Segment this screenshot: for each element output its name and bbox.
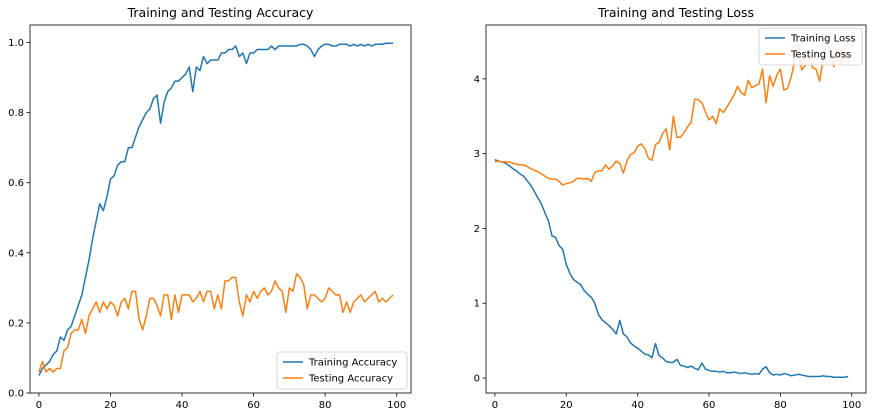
- accuracy-y-tick-label: 0.8: [8, 108, 24, 119]
- accuracy-chart-title: Training and Testing Accuracy: [127, 5, 314, 20]
- accuracy-y-tick-label: 0.0: [8, 389, 24, 400]
- loss-x-tick-label: 80: [774, 400, 787, 411]
- accuracy-x-tick-label: 80: [319, 400, 332, 411]
- loss-y-tick-label: 3: [474, 149, 480, 160]
- loss-y-tick-label: 2: [474, 224, 480, 235]
- loss-axes-frame: [485, 24, 867, 394]
- accuracy-legend: Training Accuracy Testing Accuracy: [276, 351, 408, 390]
- loss-legend-label: Testing Loss: [790, 50, 851, 61]
- loss-legend: Training Loss Testing Loss: [758, 27, 863, 66]
- accuracy-legend-box: [276, 351, 408, 390]
- accuracy-y-tick-label: 1.0: [8, 38, 24, 49]
- loss-x-tick-label: 40: [631, 400, 644, 411]
- accuracy-x-tick-label: 0: [36, 400, 42, 411]
- loss-series-line-testing: [494, 39, 849, 186]
- loss-x-tick-label: 60: [703, 400, 716, 411]
- loss-series-line-training: [494, 158, 849, 379]
- loss-chart-title: Training and Testing Loss: [597, 5, 754, 20]
- accuracy-series-line-training: [38, 42, 394, 376]
- loss-y-tick-label: 4: [474, 74, 480, 85]
- loss-legend-label: Training Loss: [790, 34, 856, 45]
- accuracy-x-tick-label: 40: [176, 400, 189, 411]
- accuracy-y-tick-label: 0.4: [8, 248, 24, 259]
- accuracy-y-tick-label: 0.6: [8, 178, 24, 189]
- accuracy-y-tick-label: 0.2: [8, 318, 24, 329]
- accuracy-chart: Training and Testing Accuracy 0 20 40 60 80 1…: [8, 5, 412, 411]
- accuracy-series-line-testing: [38, 273, 394, 373]
- loss-x-tick-label: 100: [842, 400, 861, 411]
- loss-y-tick-label: 1: [474, 299, 480, 310]
- accuracy-axes-frame: [29, 24, 412, 394]
- accuracy-x-tick-label: 20: [104, 400, 117, 411]
- accuracy-x-tick-label: 100: [387, 400, 406, 411]
- accuracy-legend-label: Training Accuracy: [308, 358, 397, 369]
- accuracy-x-tick-label: 60: [247, 400, 260, 411]
- loss-x-tick-label: 0: [492, 400, 498, 411]
- loss-chart: Training and Testing Loss 0 20 40 60 80 100 0 1…: [474, 5, 867, 411]
- loss-x-tick-label: 20: [560, 400, 573, 411]
- loss-y-tick-label: 0: [474, 374, 480, 385]
- accuracy-legend-label: Testing Accuracy: [308, 374, 393, 385]
